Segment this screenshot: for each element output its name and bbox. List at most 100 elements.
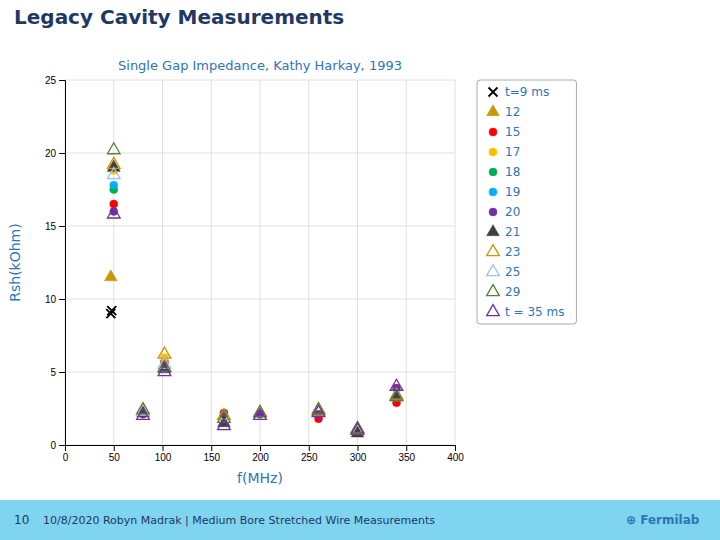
legend-item: 20 [489, 205, 520, 219]
title: Legacy Cavity Measurements [14, 5, 344, 29]
legend-item: t=9 ms [489, 85, 550, 99]
legend-label: 20 [505, 205, 520, 219]
point [107, 207, 120, 218]
point [218, 419, 231, 430]
point [351, 423, 364, 434]
points [104, 143, 402, 437]
tick-mark [260, 445, 261, 451]
legend-label: 21 [505, 225, 520, 239]
tick: 200 [252, 445, 269, 463]
legend-box [477, 80, 576, 324]
series [110, 167, 169, 362]
series [107, 143, 402, 433]
tick: 100 [155, 445, 172, 463]
tick-label: 200 [252, 452, 269, 463]
grid-line-x [113, 80, 114, 445]
legend-symbol [487, 265, 500, 276]
legend-label: t=9 ms [505, 85, 549, 99]
tick-mark [211, 445, 212, 451]
legend-symbol [487, 105, 500, 116]
legend-label: 17 [505, 145, 520, 159]
point [137, 408, 150, 419]
tick-mark [59, 226, 65, 227]
tick: 15 [45, 221, 65, 232]
tick: 25 [45, 75, 65, 86]
grid-line-x [211, 80, 212, 445]
point [110, 181, 118, 189]
tick-mark [59, 445, 65, 446]
tick-label: 15 [45, 221, 57, 232]
legend-symbol [487, 245, 500, 256]
legend-item: 18 [489, 165, 520, 179]
footer-text: 10/8/2020 Robyn Madrak | Medium Bore Str… [43, 514, 435, 527]
legend-label: 25 [505, 265, 520, 279]
point [390, 389, 403, 400]
point [218, 411, 231, 422]
tick-label: 350 [398, 452, 415, 463]
series [110, 181, 118, 189]
legend-symbol [487, 305, 500, 316]
legend-item: 21 [487, 225, 521, 239]
legend-item: 12 [487, 105, 521, 119]
grid-line-y [65, 372, 455, 373]
grid-line-y [65, 226, 455, 227]
series [104, 160, 120, 281]
legend-symbol [489, 168, 497, 176]
footer-bar [0, 500, 720, 540]
tick: 0 [50, 440, 65, 451]
tick: 0 [63, 445, 69, 463]
legend-label: 29 [505, 285, 520, 299]
grid-line-y [65, 153, 455, 154]
tick-label: 0 [50, 440, 56, 451]
legend-item: 29 [487, 285, 521, 299]
grid-line-x [260, 80, 261, 445]
tick-mark [309, 445, 310, 451]
legend-label: 23 [505, 245, 520, 259]
tick: 250 [301, 445, 318, 463]
legend-symbol [489, 88, 498, 97]
grid-line-x [308, 80, 309, 445]
legend-label: 19 [505, 185, 520, 199]
grid-line-x [162, 80, 163, 445]
series [107, 157, 402, 434]
legend-symbol [487, 285, 500, 296]
series [110, 207, 401, 418]
legend-item: 23 [487, 245, 521, 259]
x-axis-title: f(MHz) [237, 470, 283, 486]
tick-mark [358, 445, 359, 451]
tick: 10 [45, 294, 65, 305]
point [158, 365, 171, 376]
legend-symbol [487, 225, 500, 236]
grid-line-y [65, 80, 455, 81]
series [107, 168, 402, 433]
x-axis: 050100150200250300350400 [63, 445, 465, 463]
legend-label: 18 [505, 165, 520, 179]
tick-label: 10 [45, 294, 57, 305]
tick: 300 [350, 445, 367, 463]
tick-mark [59, 299, 65, 300]
point [107, 143, 120, 154]
series [107, 160, 402, 437]
series [106, 306, 116, 318]
point [254, 408, 267, 419]
legend-item: 19 [489, 185, 520, 199]
point [107, 168, 120, 179]
tick: 150 [203, 445, 220, 463]
y-axis-title: Rsh(kOhm) [7, 223, 23, 301]
grid-line-y [65, 299, 455, 300]
footer-text: 10 [14, 513, 29, 527]
legend-label: 15 [505, 125, 520, 139]
subtitle: Single Gap Impedance, Kathy Harkay, 1993 [118, 58, 402, 73]
tick: 20 [45, 148, 65, 159]
point [107, 306, 116, 315]
tick: 50 [109, 445, 121, 463]
grid-line-x [357, 80, 358, 445]
legend-item: t = 35 ms [487, 305, 565, 319]
tick-label: 20 [45, 148, 57, 159]
tick-label: 5 [50, 367, 56, 378]
chart: Legacy Cavity Measurements Single Gap Imp… [0, 0, 720, 540]
legend: t=9 ms 12 15 17 18 19 20 21 23 25 29 t = 35 ms [477, 80, 576, 324]
grid-line-x [455, 80, 456, 445]
tick-mark [163, 445, 164, 451]
legend-label: t = 35 ms [505, 305, 564, 319]
